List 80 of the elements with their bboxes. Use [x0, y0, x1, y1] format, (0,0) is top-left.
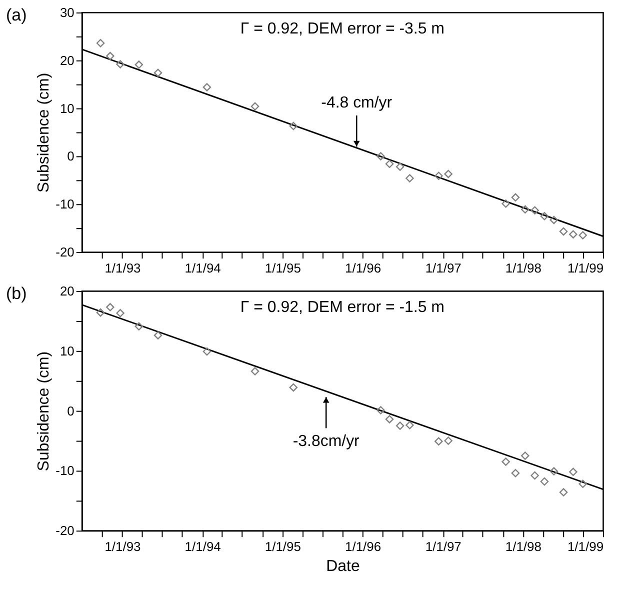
- point: [578, 480, 587, 488]
- y-tick-label: 0: [67, 403, 74, 418]
- x-tick-label: 1/1/93: [104, 539, 141, 554]
- point: [569, 468, 578, 476]
- point: [396, 422, 404, 430]
- point: [134, 322, 144, 330]
- point: [202, 347, 212, 356]
- x-axis-title: Date: [326, 558, 360, 576]
- point: [96, 308, 105, 317]
- point: [376, 152, 385, 160]
- point: [106, 52, 114, 60]
- point: [385, 415, 394, 424]
- point: [250, 102, 260, 111]
- point: [569, 230, 578, 238]
- y-tick-label: 10: [60, 100, 74, 116]
- point: [406, 174, 414, 182]
- x-tick-label: 1/1/97: [425, 539, 462, 554]
- y-tick-label: 20: [60, 52, 74, 68]
- point: [376, 406, 385, 414]
- point: [550, 467, 558, 476]
- point: [250, 367, 260, 376]
- point: [540, 477, 549, 486]
- annotation: Γ = 0.92, DEM error = -1.5 m: [240, 298, 444, 316]
- y-tick-label: -10: [56, 196, 74, 212]
- point: [559, 227, 568, 236]
- point: [289, 122, 298, 130]
- x-tick-label: 1/1/94: [184, 539, 221, 554]
- y-tick-label: 20: [60, 283, 74, 298]
- x-tick-label: 1/1/96: [345, 260, 382, 276]
- point: [550, 216, 558, 224]
- point: [511, 468, 520, 478]
- point: [521, 205, 530, 214]
- point: [444, 170, 452, 178]
- x-tick-label: 1/1/94: [184, 260, 221, 276]
- point: [96, 38, 105, 48]
- point: [578, 231, 587, 240]
- x-tick-label: 1/1/99: [567, 539, 604, 554]
- point: [502, 458, 510, 466]
- chart-title: (b): [6, 284, 27, 303]
- y-tick-label: 30: [60, 4, 74, 20]
- point: [106, 303, 114, 312]
- annotation: -3.8cm/yr: [292, 432, 360, 450]
- point: [434, 172, 443, 180]
- point: [444, 436, 452, 445]
- annotation: Γ = 0.92, DEM error = -3.5 m: [240, 20, 444, 38]
- point: [530, 471, 539, 480]
- annotation: -4.8 cm/yr: [321, 94, 393, 112]
- x-tick-label: 1/1/96: [345, 539, 382, 554]
- y-tick-label: -10: [56, 463, 74, 478]
- y-axis-title: Subsidence (cm): [36, 72, 53, 193]
- x-tick-label: 1/1/93: [104, 260, 141, 276]
- point: [559, 488, 568, 496]
- point: [511, 193, 520, 202]
- point: [202, 83, 212, 92]
- point: [540, 212, 549, 220]
- point: [502, 200, 510, 208]
- point: [289, 383, 298, 392]
- point: [154, 68, 162, 77]
- x-tick-label: 1/1/98: [505, 539, 542, 554]
- point: [116, 60, 124, 68]
- point: [406, 421, 414, 430]
- point: [116, 309, 124, 318]
- y-tick-label: -20: [56, 244, 74, 260]
- point: [530, 206, 539, 214]
- chart-title: (a): [6, 5, 27, 24]
- point: [434, 437, 443, 446]
- point: [154, 331, 162, 340]
- x-tick-label: 1/1/97: [425, 260, 462, 276]
- x-tick-label: 1/1/95: [264, 260, 301, 276]
- x-tick-label: 1/1/95: [264, 539, 301, 554]
- point: [396, 162, 404, 171]
- y-tick-label: 0: [67, 148, 74, 164]
- x-tick-label: 1/1/98: [505, 260, 542, 276]
- point: [521, 452, 530, 460]
- x-tick-label: 1/1/99: [567, 260, 604, 276]
- point: [385, 160, 394, 168]
- y-tick-label: -20: [56, 523, 74, 538]
- point: [134, 60, 144, 69]
- y-axis-title: Subsidence (cm): [36, 351, 53, 472]
- y-tick-label: 10: [60, 343, 74, 358]
